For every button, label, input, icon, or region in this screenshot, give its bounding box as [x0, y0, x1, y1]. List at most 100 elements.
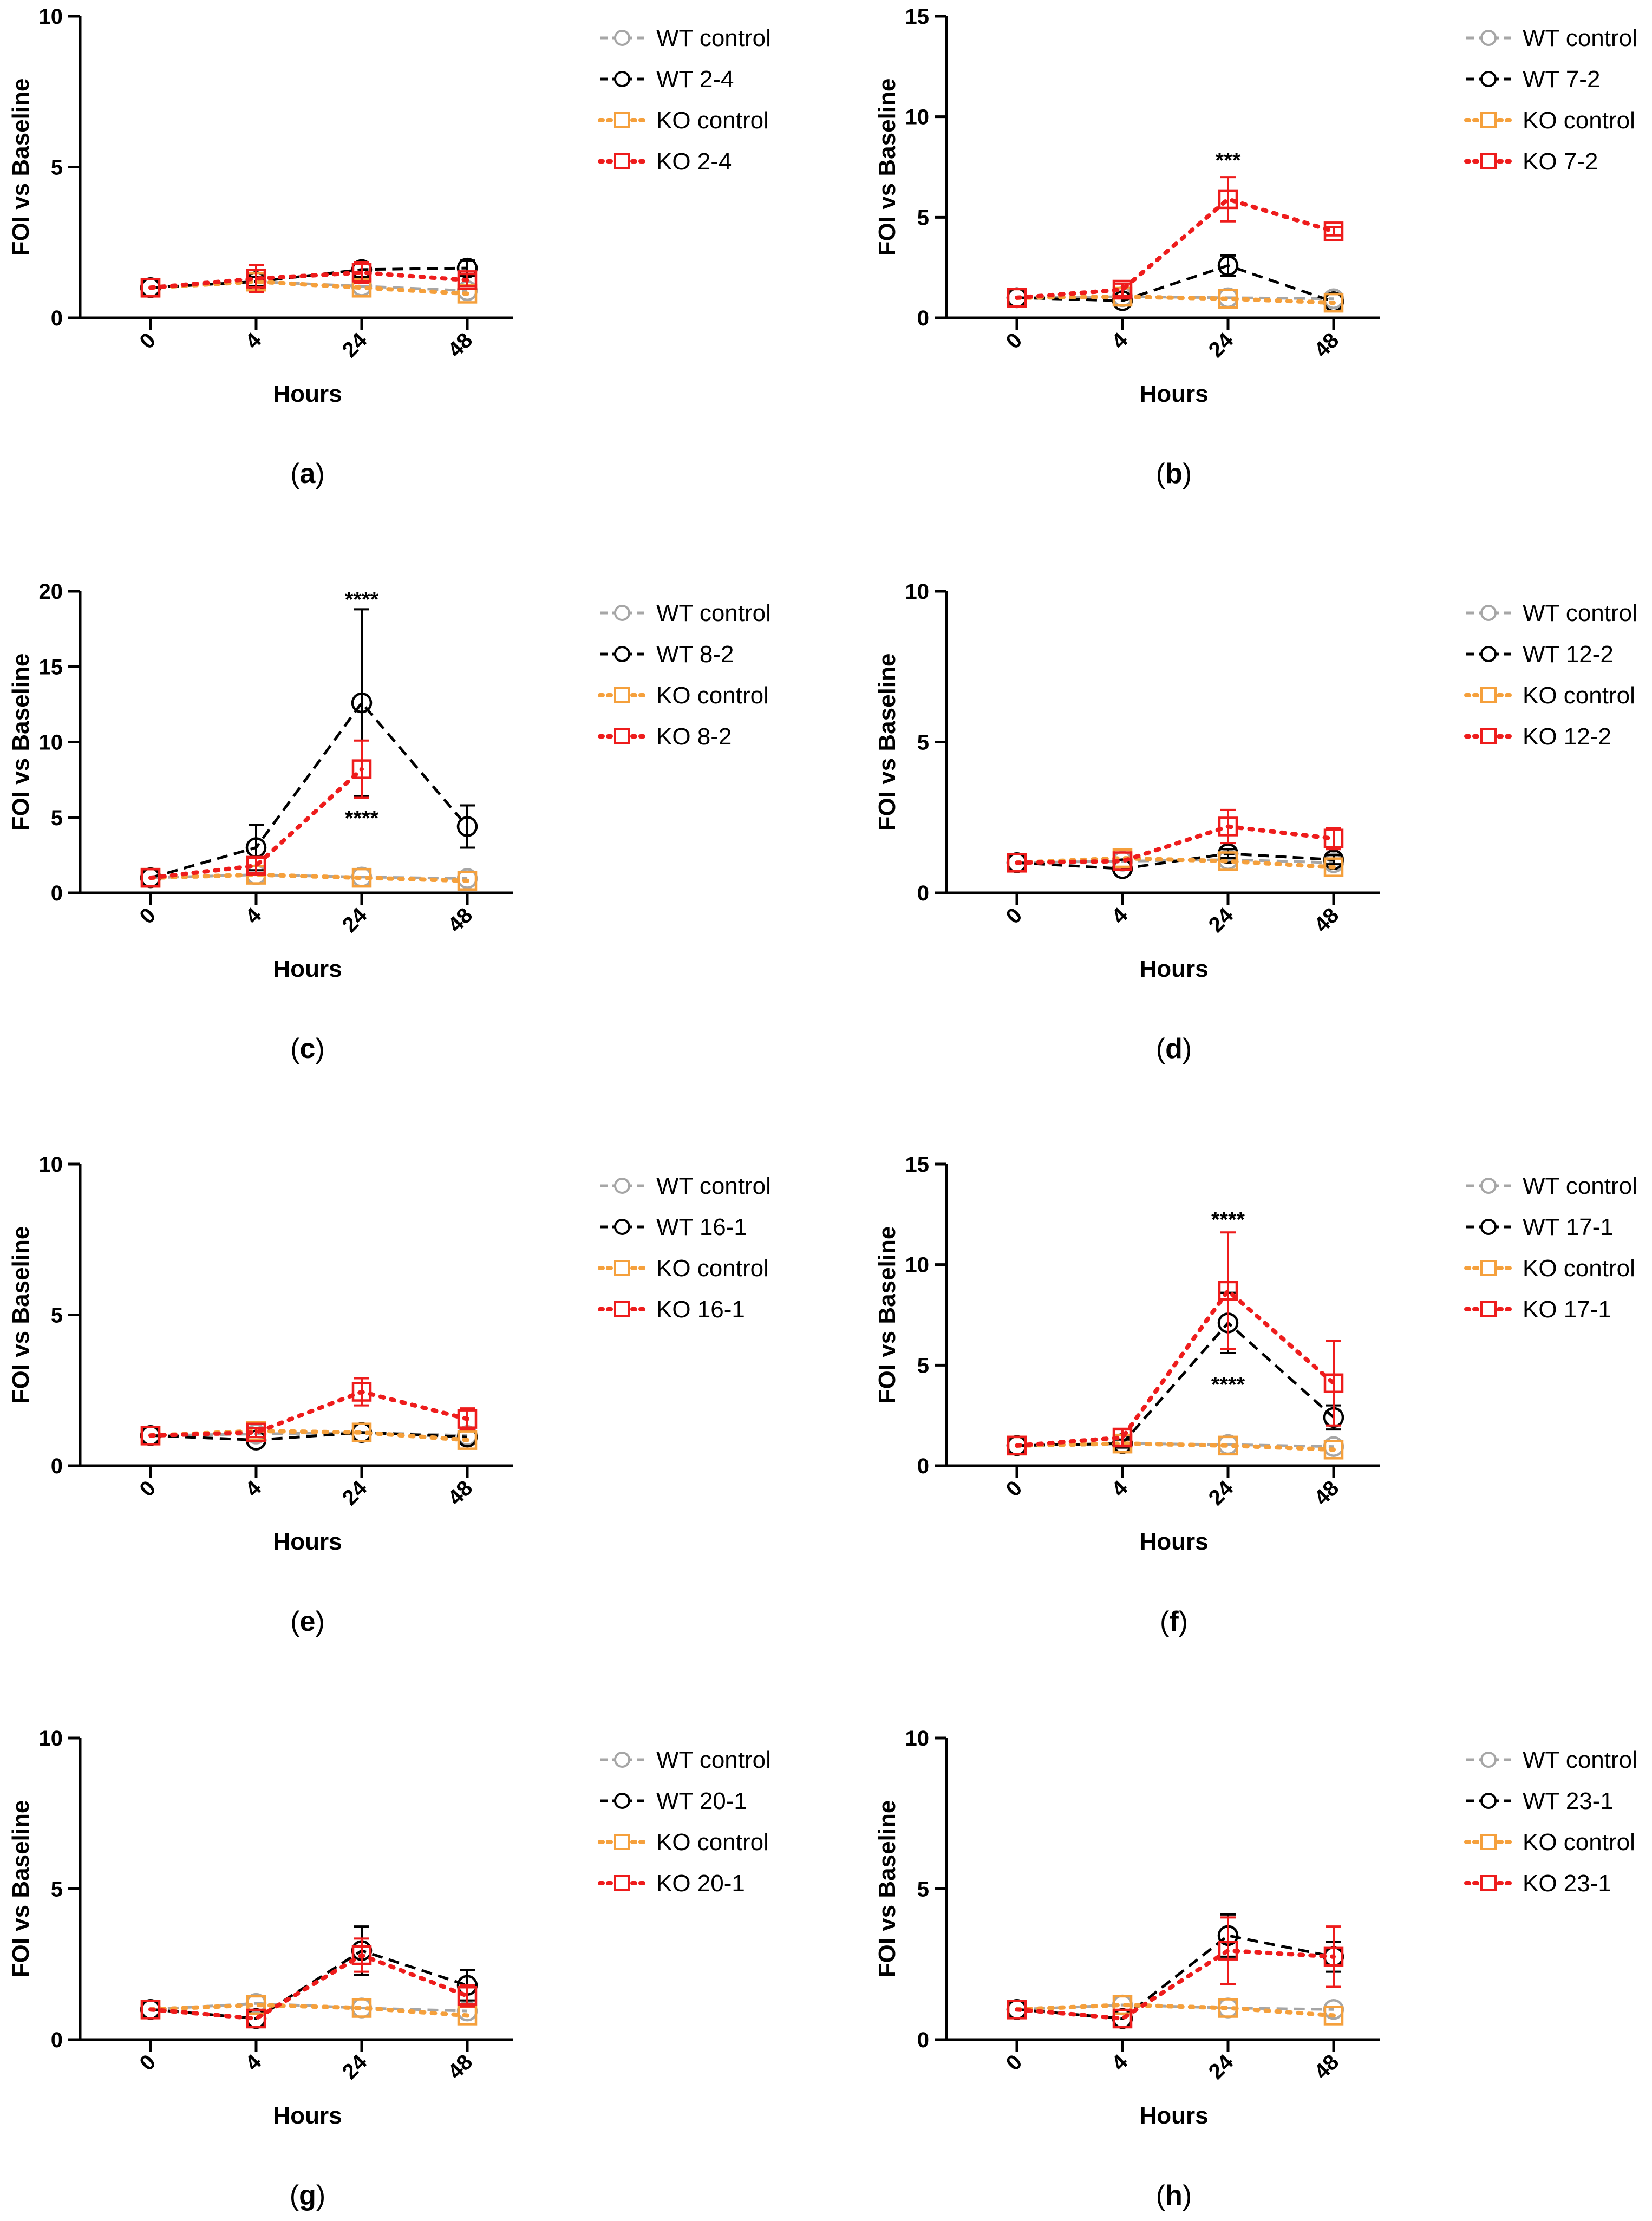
data-point	[351, 1422, 372, 1442]
legend-marker-icon	[1480, 1793, 1497, 1809]
x-tick-label: 0	[1002, 1476, 1027, 1501]
series-wt-control	[140, 1993, 478, 2022]
y-tick-label: 10	[905, 1253, 930, 1277]
data-point	[456, 816, 478, 837]
data-point	[1323, 1373, 1344, 1394]
x-tick-label: 0	[1002, 328, 1027, 354]
legend-marker-icon	[1480, 153, 1497, 169]
data-point	[1323, 221, 1344, 241]
legend-label: KO control	[656, 682, 769, 709]
data-point	[1112, 1427, 1133, 1448]
legend-marker-icon	[614, 1178, 630, 1194]
x-axis-title: Hours	[1139, 1528, 1208, 1555]
legend-item: WT control	[600, 1173, 771, 1199]
series-line	[148, 270, 469, 290]
legend-marker-icon	[1480, 71, 1497, 87]
legend-label: WT 16-1	[656, 1214, 747, 1240]
legend-marker-icon	[614, 605, 630, 621]
series-wt-control	[140, 864, 478, 889]
legend-marker-icon	[1480, 646, 1497, 662]
x-tick-label: 48	[1310, 328, 1344, 362]
y-axis-title: FOI vs Baseline	[8, 654, 34, 831]
data-point	[246, 1995, 266, 2015]
legend-label: KO 17-1	[1523, 1296, 1611, 1323]
legend-label: WT control	[1523, 1173, 1637, 1199]
legend-marker-icon	[1480, 1875, 1497, 1891]
legend-item: KO control	[598, 682, 769, 709]
significance-label: ****	[1211, 1373, 1245, 1396]
legend-label: KO control	[1523, 682, 1635, 709]
series-ko-8-2	[140, 739, 372, 888]
y-axis-title: FOI vs Baseline	[874, 79, 900, 256]
data-point	[1112, 851, 1133, 871]
data-point	[1007, 853, 1027, 873]
data-point	[1218, 1281, 1238, 1301]
data-point	[246, 2008, 266, 2029]
y-tick-label: 15	[905, 1153, 930, 1177]
legend-item: KO control	[598, 1255, 769, 1282]
y-tick-label: 5	[51, 1304, 63, 1328]
x-tick-label: 0	[135, 1476, 161, 1501]
series-wt-8-2	[140, 608, 478, 889]
y-tick-label: 0	[51, 2028, 63, 2052]
legend-item: KO 8-2	[598, 723, 732, 750]
series-ko-20-1	[140, 1937, 478, 2029]
data-point	[1218, 1941, 1238, 1961]
legend-marker-icon	[614, 1834, 630, 1850]
legend-item: KO control	[1464, 682, 1635, 709]
legend-item: KO control	[598, 1829, 769, 1856]
x-tick-label: 4	[241, 1476, 266, 1501]
legend-label: WT control	[1523, 25, 1637, 51]
data-point	[1112, 2008, 1133, 2029]
legend-label: WT 23-1	[1523, 1788, 1614, 1814]
y-tick-label: 5	[51, 806, 63, 830]
legend-marker-icon	[614, 71, 630, 87]
x-tick-label: 48	[1310, 2050, 1344, 2084]
legend-item: WT 23-1	[1466, 1788, 1614, 1814]
legend-item: KO 17-1	[1464, 1296, 1611, 1323]
legend-item: WT control	[1466, 1173, 1637, 1199]
data-point	[246, 855, 266, 876]
series-wt-23-1	[1006, 1913, 1344, 2029]
data-point	[1218, 289, 1238, 309]
x-tick-label: 0	[1002, 903, 1027, 929]
panel-g: 0 5 10 0 4 24 48 Hours FOI vs Baseline WT control…	[8, 1727, 771, 2211]
data-point	[1323, 2006, 1344, 2026]
x-tick-label: 0	[135, 2050, 161, 2075]
y-tick-label: 10	[39, 731, 63, 755]
legend-item: WT control	[1466, 1747, 1637, 1773]
y-tick-label: 20	[39, 580, 63, 604]
y-tick-label: 0	[51, 881, 63, 905]
series-line	[1015, 824, 1336, 865]
panel-f: 0 5 10 15 0 4 24 48 Hours FOI vs Baseline **** ****…	[874, 1153, 1637, 1637]
legend-item: KO 12-2	[1464, 723, 1611, 750]
legend-label: WT control	[656, 25, 771, 51]
series-ko-23-1	[1007, 1916, 1344, 2029]
data-point	[1218, 1435, 1238, 1456]
panel-d: 0 5 10 0 4 24 48 Hours FOI vs Baseline WT control…	[874, 580, 1637, 1064]
panel-caption: (h)	[1156, 2180, 1192, 2211]
x-tick-label: 24	[1204, 328, 1238, 362]
series-line	[1016, 852, 1334, 870]
data-point	[1218, 189, 1238, 210]
data-point	[1007, 1435, 1027, 1456]
data-point	[140, 278, 161, 298]
data-point	[351, 1998, 372, 2018]
legend-item: WT 12-2	[1466, 641, 1614, 668]
y-tick-label: 10	[39, 5, 63, 29]
data-point	[1218, 816, 1238, 837]
legend-item: KO control	[598, 107, 769, 134]
y-tick-label: 0	[917, 881, 929, 905]
panel-c: 0 5 10 15 20 0 4 24 48 Hours FOI vs Baseline **** **…	[8, 580, 771, 1064]
y-axis-title: FOI vs Baseline	[874, 1226, 900, 1404]
legend-marker-icon	[614, 1301, 630, 1317]
legend-label: WT control	[656, 600, 771, 626]
x-tick-label: 4	[1107, 1476, 1133, 1501]
x-tick-label: 24	[1204, 1476, 1238, 1510]
legend-label: KO 20-1	[656, 1870, 745, 1897]
series-ko-17-1	[1007, 1231, 1344, 1456]
panel-caption: (c)	[290, 1033, 325, 1064]
legend-label: WT control	[656, 1747, 771, 1773]
series-line	[1016, 1321, 1335, 1447]
legend-marker-icon	[1480, 687, 1497, 703]
